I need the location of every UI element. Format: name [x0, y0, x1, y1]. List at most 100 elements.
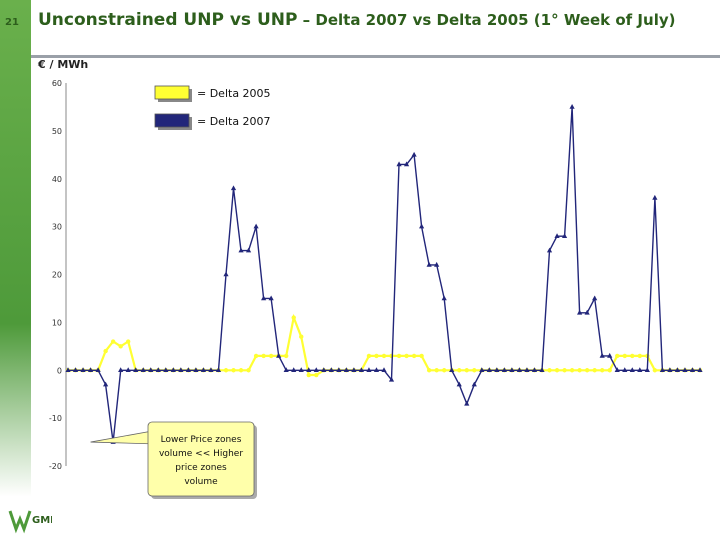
data-point-delta-2007 — [321, 367, 327, 373]
data-point-delta-2005 — [577, 368, 582, 373]
data-point-delta-2007 — [531, 367, 538, 373]
data-point-delta-2007 — [509, 367, 515, 373]
left-accent-bar — [0, 0, 31, 540]
data-point-delta-2005 — [419, 353, 424, 359]
data-point-delta-2007 — [441, 295, 447, 301]
data-point-delta-2007 — [674, 367, 681, 373]
data-point-delta-2007 — [155, 367, 161, 373]
data-point-delta-2005 — [411, 353, 417, 359]
unit-label: € / MWh — [38, 58, 89, 71]
series-line-delta-2005 — [68, 313, 700, 377]
data-point-delta-2005 — [562, 368, 567, 373]
y-tick-label: 40 — [52, 175, 62, 184]
data-point-delta-2007 — [238, 247, 244, 253]
data-point-delta-2007 — [306, 367, 312, 373]
data-point-delta-2005 — [306, 372, 311, 378]
data-point-delta-2007 — [223, 271, 229, 277]
data-point-delta-2005 — [426, 368, 432, 373]
data-point-delta-2007 — [577, 309, 583, 315]
data-point-delta-2007 — [599, 352, 605, 358]
data-point-delta-2007 — [343, 367, 349, 373]
data-point-delta-2005 — [223, 368, 229, 373]
data-point-delta-2007 — [133, 367, 139, 373]
data-point-delta-2007 — [426, 261, 432, 267]
data-point-delta-2007 — [614, 367, 620, 373]
title-rule — [31, 55, 720, 58]
y-tick-label: 50 — [52, 127, 62, 136]
data-point-delta-2007 — [163, 367, 169, 373]
data-point-delta-2007 — [667, 367, 673, 373]
data-point-delta-2007 — [569, 103, 575, 109]
data-point-delta-2007 — [471, 381, 477, 387]
data-point-delta-2005 — [110, 339, 116, 344]
data-point-delta-2007 — [65, 367, 71, 373]
data-point-delta-2005 — [299, 334, 304, 339]
title-main: Unconstrained UNP vs UNP — [38, 10, 298, 30]
data-point-delta-2007 — [87, 367, 94, 373]
data-point-delta-2007 — [652, 194, 658, 200]
data-point-delta-2007 — [607, 352, 613, 358]
data-point-delta-2007 — [298, 367, 304, 373]
data-point-delta-2007 — [682, 367, 688, 373]
data-point-delta-2007 — [629, 367, 635, 373]
data-point-delta-2007 — [193, 367, 199, 373]
legend-label-delta-2007: = Delta 2007 — [197, 115, 271, 128]
data-point-delta-2007 — [546, 247, 553, 253]
data-point-delta-2007 — [80, 367, 86, 373]
data-point-delta-2007 — [434, 261, 440, 267]
legend-swatch-delta-2007 — [154, 113, 190, 128]
data-point-delta-2007 — [561, 233, 568, 238]
data-point-delta-2005 — [396, 353, 402, 359]
data-point-delta-2005 — [584, 368, 590, 373]
data-point-delta-2007 — [501, 367, 507, 373]
annotation-pointer-mask — [148, 430, 161, 444]
data-point-delta-2007 — [95, 367, 101, 373]
annotation-text-line: volume << Higher — [159, 449, 243, 459]
data-point-delta-2007 — [276, 352, 282, 358]
data-point-delta-2005 — [283, 353, 289, 359]
data-point-delta-2007 — [283, 367, 289, 373]
annotation-text-line: Lower Price zones — [161, 435, 242, 445]
data-point-delta-2007 — [200, 367, 207, 373]
data-point-delta-2007 — [170, 367, 176, 373]
data-point-delta-2005 — [231, 368, 236, 373]
data-point-delta-2007 — [215, 367, 222, 373]
y-tick-label: 10 — [52, 318, 62, 327]
annotation-pointer — [90, 429, 159, 445]
data-point-delta-2007 — [554, 233, 560, 238]
data-point-delta-2007 — [125, 367, 131, 373]
data-point-delta-2007 — [358, 367, 365, 373]
data-point-delta-2005 — [630, 353, 635, 359]
legend-label-delta-2005: = Delta 2005 — [197, 87, 271, 100]
data-point-delta-2007 — [336, 367, 342, 373]
legend-swatch-delta-2005 — [154, 85, 190, 100]
data-point-delta-2005 — [434, 368, 439, 373]
data-point-delta-2005 — [238, 368, 244, 373]
data-point-delta-2007 — [659, 367, 665, 373]
data-point-delta-2005 — [599, 368, 605, 373]
data-point-delta-2005 — [652, 368, 658, 373]
data-point-delta-2007 — [373, 367, 380, 373]
data-point-delta-2005 — [268, 353, 274, 359]
data-point-delta-2007 — [456, 381, 462, 387]
data-point-delta-2005 — [464, 368, 469, 373]
data-point-delta-2007 — [464, 400, 470, 406]
data-point-delta-2007 — [419, 223, 425, 229]
data-point-delta-2007 — [411, 151, 417, 157]
data-point-delta-2007 — [185, 367, 191, 373]
svg-text:GME: GME — [32, 515, 52, 526]
data-point-delta-2007 — [479, 367, 485, 373]
slide-number: 21 — [5, 17, 19, 28]
data-point-delta-2007 — [516, 367, 523, 373]
data-point-delta-2007 — [644, 367, 650, 373]
data-point-delta-2005 — [118, 344, 123, 349]
data-point-delta-2005 — [615, 353, 620, 359]
data-point-delta-2007 — [584, 309, 590, 315]
y-tick-label: 60 — [52, 79, 62, 88]
data-point-delta-2005 — [441, 368, 447, 373]
page-title: Unconstrained UNP vs UNP – Delta 2007 vs… — [38, 9, 698, 32]
data-point-delta-2007 — [148, 367, 154, 373]
y-tick-label: 30 — [52, 223, 62, 232]
data-point-delta-2007 — [366, 367, 372, 373]
gme-logo-icon: GME — [8, 510, 52, 534]
